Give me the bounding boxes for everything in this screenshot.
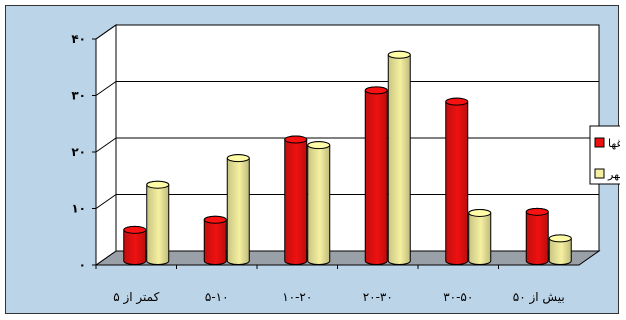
bars [123, 50, 572, 265]
bar [203, 215, 227, 265]
bar-body [364, 86, 388, 265]
x-tick-label: بیش از ۵۰ [513, 290, 565, 305]
bar [146, 180, 170, 265]
y-tick-label: ۴۰ [71, 32, 86, 46]
x-tick-label: ۳۰-۵۰ [443, 290, 473, 304]
x-tick-label: ۵-۱۰ [205, 290, 229, 304]
plot-floor [94, 250, 601, 266]
bar-top [146, 180, 170, 189]
y-tick-label: ۲۰ [71, 145, 86, 159]
bar-top [123, 225, 147, 234]
bar [445, 97, 469, 265]
y-tick-label: ۱۰ [71, 202, 86, 216]
bar-body [525, 207, 549, 265]
bar-top [525, 207, 549, 216]
bar-top [226, 154, 250, 163]
chart-frame: ۰ ۱۰ ۲۰ ۳۰ ۴۰ کمتر از ۵ ۵-۱۰ ۱۰-۲۰ ۲۰-۳۰ ۳۰-۵۰ بی… [5, 5, 620, 314]
legend: ماغها شهر [589, 125, 620, 185]
legend-swatch [594, 137, 605, 148]
bar-top [445, 97, 469, 106]
bar-body [307, 141, 331, 265]
bar [123, 225, 147, 265]
x-tick-label: ۱۰-۲۰ [282, 290, 312, 304]
legend-label: ماغها [608, 137, 620, 150]
bar [525, 207, 549, 265]
bar-body [284, 135, 308, 265]
bar-top [387, 50, 411, 59]
axes [92, 38, 579, 269]
plot-wall [94, 24, 601, 266]
gridlines [95, 24, 599, 209]
x-tick-labels: کمتر از ۵ ۵-۱۰ ۱۰-۲۰ ۲۰-۳۰ ۳۰-۵۰ بیش از ۵۰ [113, 290, 565, 305]
bar [387, 50, 411, 265]
bar-top [307, 141, 331, 150]
bar-top [548, 234, 572, 243]
legend-swatch [594, 168, 605, 179]
bar [284, 135, 308, 265]
bar-top [468, 208, 492, 217]
gridline-side [95, 137, 117, 153]
bar [364, 86, 388, 265]
y-tick-labels: ۰ ۱۰ ۲۰ ۳۰ ۴۰ [71, 32, 86, 272]
bar [307, 141, 331, 265]
bar-body [445, 97, 469, 265]
bar [468, 208, 492, 265]
bar-body [468, 209, 492, 265]
bar-top [203, 215, 227, 224]
bar-body [146, 180, 170, 265]
bar-body [387, 50, 411, 265]
gridline-side [95, 194, 117, 209]
bar-top [364, 86, 388, 95]
gridline-side [95, 81, 117, 96]
y-tick-label: ۳۰ [71, 89, 86, 103]
bar-chart: ۰ ۱۰ ۲۰ ۳۰ ۴۰ کمتر از ۵ ۵-۱۰ ۱۰-۲۰ ۲۰-۳۰ ۳۰-۵۰ بی… [71, 24, 620, 305]
bar [548, 234, 572, 265]
gridline-side [95, 24, 117, 40]
bar-top [284, 135, 308, 144]
y-tick-label: ۰ [79, 258, 86, 272]
x-tick-label: کمتر از ۵ [113, 290, 159, 305]
bar [226, 154, 250, 265]
bar-body [226, 154, 250, 265]
x-tick-label: ۲۰-۳۰ [363, 290, 393, 304]
legend-label: شهر [607, 168, 620, 181]
